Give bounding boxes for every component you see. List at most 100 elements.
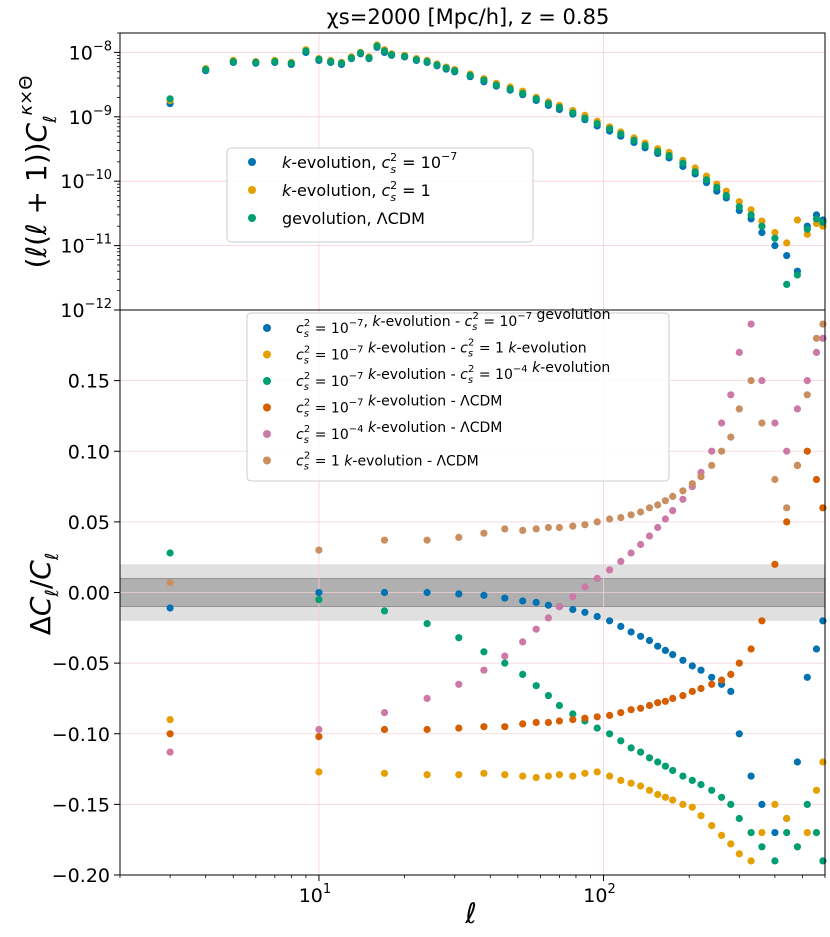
data-point <box>555 103 564 111</box>
data-point <box>661 762 670 770</box>
data-point <box>519 720 527 728</box>
data-point <box>532 625 540 633</box>
data-point <box>783 252 791 260</box>
data-point <box>315 55 323 63</box>
data-point <box>654 501 662 509</box>
data-point <box>315 588 323 597</box>
data-point <box>593 574 601 583</box>
data-point <box>501 771 509 779</box>
data-point <box>569 772 577 780</box>
top-legend: k-evolution, cs2 = 10−7 k-evolution, cs2 … <box>226 147 534 243</box>
data-point <box>617 709 625 717</box>
legend-label: cs2 = 1 k-evolution - ΛCDM <box>296 451 479 473</box>
bottom-legend: cs2 = 10−7, k-evolution - cs2 = 10−7 gev… <box>246 307 670 482</box>
data-point <box>783 239 791 247</box>
data-point <box>803 800 811 809</box>
data-point <box>388 51 396 59</box>
data-point <box>645 786 654 794</box>
data-point <box>532 525 540 533</box>
bottom-x-ticks: 101 102 <box>119 875 826 907</box>
legend-marker <box>263 350 271 359</box>
data-point <box>544 614 553 622</box>
data-point <box>617 514 625 522</box>
data-point <box>747 829 755 837</box>
data-point <box>423 725 431 734</box>
data-point <box>803 829 811 837</box>
data-point <box>688 662 696 670</box>
data-point <box>492 81 500 89</box>
data-point <box>812 786 821 794</box>
data-point <box>735 405 743 413</box>
data-point <box>661 697 670 705</box>
top-y-tick-label: 10−8 <box>69 39 112 64</box>
bottom-y-tick-label: −0.15 <box>52 794 110 816</box>
data-point <box>747 645 755 653</box>
data-point <box>718 793 726 801</box>
data-point <box>708 673 716 681</box>
top-y-tick-label: 10−10 <box>60 168 112 193</box>
top-y-tick-label: 10−11 <box>60 233 112 258</box>
data-point <box>606 730 614 738</box>
data-point <box>347 54 355 62</box>
data-point <box>812 348 821 356</box>
data-point <box>735 850 743 858</box>
data-point <box>688 776 696 785</box>
top-data-points <box>166 41 827 288</box>
data-point <box>645 701 654 710</box>
data-point <box>645 754 654 762</box>
data-point <box>727 687 735 696</box>
data-point <box>593 724 601 732</box>
data-point <box>661 497 670 505</box>
data-point <box>747 857 755 865</box>
data-point <box>661 793 670 801</box>
data-point <box>812 645 821 653</box>
data-point <box>708 447 716 455</box>
data-point <box>654 642 662 650</box>
data-point <box>637 782 645 790</box>
data-point <box>555 701 564 710</box>
data-point <box>812 215 821 223</box>
data-point <box>544 100 553 108</box>
data-point <box>287 59 295 67</box>
data-point <box>661 515 670 523</box>
data-point <box>758 419 766 427</box>
data-point <box>380 536 389 544</box>
data-point <box>708 461 716 469</box>
data-point <box>606 515 614 523</box>
data-point <box>433 61 441 69</box>
data-point <box>679 487 687 495</box>
data-point <box>401 52 409 60</box>
data-point <box>315 725 323 734</box>
data-point <box>356 49 365 57</box>
data-point <box>166 579 174 587</box>
data-point <box>555 717 564 725</box>
data-point <box>532 773 540 782</box>
data-point <box>654 699 662 707</box>
legend-marker <box>263 430 271 438</box>
data-point <box>718 419 726 427</box>
top-y-ticks: 10−12 10−11 10−10 10−9 10−8 <box>60 32 120 322</box>
data-point <box>641 141 649 149</box>
data-point <box>627 779 635 787</box>
data-point <box>569 710 577 718</box>
data-point <box>771 242 779 250</box>
data-point <box>803 673 811 681</box>
data-point <box>702 176 711 184</box>
bottom-y-tick-label: 0.10 <box>68 441 110 463</box>
data-point <box>697 473 705 481</box>
legend-marker <box>248 186 256 194</box>
data-point <box>380 725 389 734</box>
data-point <box>669 694 677 703</box>
data-point <box>645 532 654 540</box>
legend-label: k-evolution, cs2 = 10−7 <box>282 150 457 176</box>
data-point <box>581 714 589 722</box>
data-point <box>627 744 635 752</box>
data-point <box>630 136 638 144</box>
data-point <box>480 76 488 84</box>
data-point <box>555 523 564 532</box>
data-point <box>373 42 381 50</box>
bottom-x-tick-label: 101 <box>299 882 331 907</box>
data-point <box>380 47 389 55</box>
chart-title: χs=2000 [Mpc/h], z = 0.85 <box>327 5 610 29</box>
